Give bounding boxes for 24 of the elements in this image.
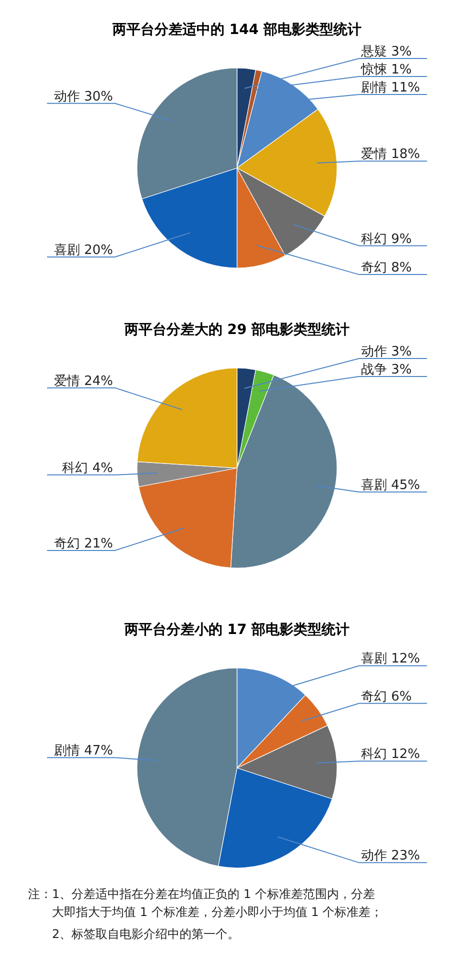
slice-label: 奇幻 6% xyxy=(361,689,412,704)
slice-label: 奇幻 8% xyxy=(361,260,412,276)
slice-label: 动作 23% xyxy=(361,848,420,864)
slice-label: 动作 3% xyxy=(361,344,412,360)
slice-label: 剧情 47% xyxy=(54,744,113,759)
slice-label: 战争 3% xyxy=(361,362,412,378)
text: 2、标签取自电影介绍中的第一个。 xyxy=(52,927,240,941)
slice-label: 科幻 12% xyxy=(361,747,420,762)
slice-label: 爱情 24% xyxy=(54,374,113,389)
text: 注：1、分差适中指在分差在均值正负的 1 个标准差范围内，分差大即指大于均值 1 个标准差，分差小即小于均值 1 个标准差； xyxy=(28,887,383,919)
chart-title: 两平台分差小的 17 部电影类型统计 xyxy=(123,621,350,638)
slice-label: 动作 30% xyxy=(54,89,113,104)
slice-label: 喜剧 20% xyxy=(54,242,113,258)
slice-label: 喜剧 12% xyxy=(361,652,420,667)
slice-label: 爱情 18% xyxy=(361,147,420,162)
slice-label: 喜剧 45% xyxy=(361,478,420,493)
slice-label: 科幻 4% xyxy=(62,460,113,476)
slice-label: 奇幻 21% xyxy=(54,536,113,552)
slice-label: 科幻 9% xyxy=(361,232,412,247)
chart-title: 两平台分差大的 29 部电影类型统计 xyxy=(123,321,350,338)
chart-title: 两平台分差适中的 144 部电影类型统计 xyxy=(112,21,362,38)
slice-label: 悬疑 3% xyxy=(360,44,412,60)
slice-label: 惊悚 1% xyxy=(360,61,412,78)
slice-label: 剧情 11% xyxy=(361,80,420,96)
